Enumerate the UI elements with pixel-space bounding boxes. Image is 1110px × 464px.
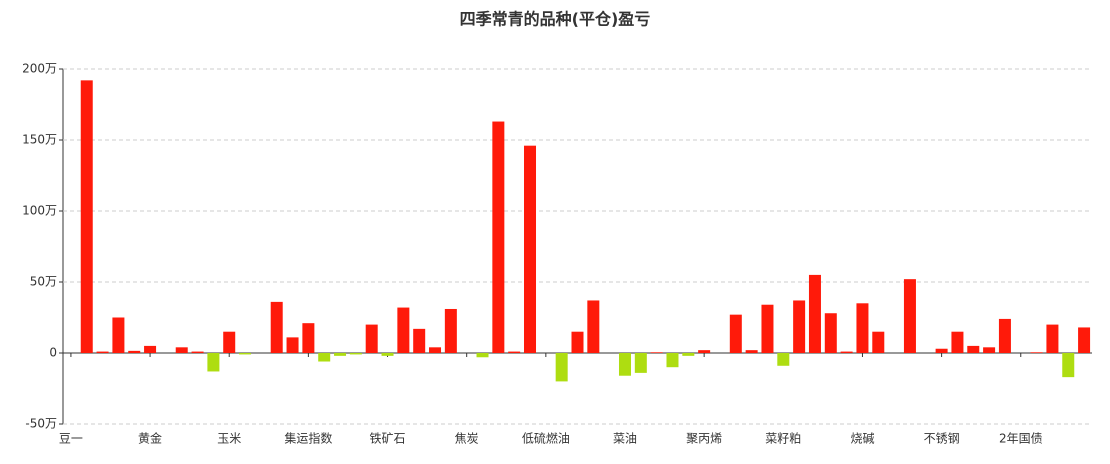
x-tick-label: 烧碱 [850, 432, 874, 446]
bar [365, 324, 378, 353]
bar [349, 353, 362, 355]
bar [634, 353, 647, 373]
bar [381, 353, 394, 356]
y-tick-label: 200万 [22, 62, 57, 76]
bar [793, 300, 806, 353]
chart-title: 四季常青的品种(平仓)盈亏 [460, 10, 651, 29]
bar [112, 317, 125, 353]
x-tick-label: 豆一 [59, 432, 83, 446]
bar [935, 348, 948, 353]
y-tick-label: 150万 [22, 133, 57, 147]
bar [571, 331, 584, 353]
bar [1078, 327, 1091, 353]
bar [650, 352, 663, 353]
bar [903, 279, 916, 353]
x-tick-label: 不锈钢 [924, 432, 960, 446]
bar [555, 353, 568, 382]
bar [239, 353, 252, 355]
bar [777, 353, 790, 366]
bar [998, 318, 1011, 353]
y-tick-label: 0 [49, 346, 57, 360]
bar [951, 331, 964, 353]
bar [524, 145, 537, 353]
x-tick-label: 低硫燃油 [522, 431, 570, 446]
x-tick-label: 黄金 [138, 431, 162, 446]
y-tick-label: 100万 [22, 204, 57, 218]
bar [698, 350, 711, 353]
bar [1030, 352, 1043, 353]
bar [286, 337, 299, 353]
bar [967, 345, 980, 353]
bar [302, 323, 315, 353]
bar [429, 347, 442, 353]
bar [318, 353, 331, 362]
bar [476, 353, 489, 358]
bar [508, 351, 521, 353]
bar [144, 345, 157, 353]
bar [334, 353, 347, 356]
bar [397, 307, 410, 353]
bar [444, 308, 457, 353]
x-tick-label: 菜籽粕 [765, 431, 801, 446]
bar [413, 328, 426, 353]
x-tick-label: 玉米 [217, 432, 241, 446]
bar [223, 331, 236, 353]
bar [729, 314, 742, 353]
y-tick-label: -50万 [25, 417, 57, 431]
bar [191, 351, 204, 353]
bar [270, 301, 283, 353]
bar [587, 300, 600, 353]
y-tick-label: 50万 [30, 275, 57, 289]
x-tick-label: 2年国债 [999, 432, 1043, 446]
x-tick-label: 集运指数 [284, 431, 332, 446]
bar [492, 121, 505, 353]
bar [983, 347, 996, 353]
bar [824, 313, 837, 353]
x-tick-label: 聚丙烯 [686, 432, 722, 446]
bar [207, 353, 220, 372]
bar [745, 350, 758, 353]
x-tick-label: 焦炭 [455, 432, 479, 446]
bar [1062, 353, 1075, 378]
bar [872, 331, 885, 353]
bar [175, 347, 188, 353]
bar [1046, 324, 1059, 353]
bar [808, 274, 821, 353]
x-tick-label: 铁矿石 [370, 432, 406, 446]
bar [618, 353, 631, 376]
bar [666, 353, 679, 368]
bar [96, 351, 109, 353]
bar [128, 350, 141, 353]
bar [761, 304, 774, 353]
bar [682, 353, 695, 356]
bar [80, 80, 93, 354]
bar [840, 351, 853, 353]
x-tick-label: 菜油 [613, 432, 637, 446]
bar [856, 303, 869, 353]
